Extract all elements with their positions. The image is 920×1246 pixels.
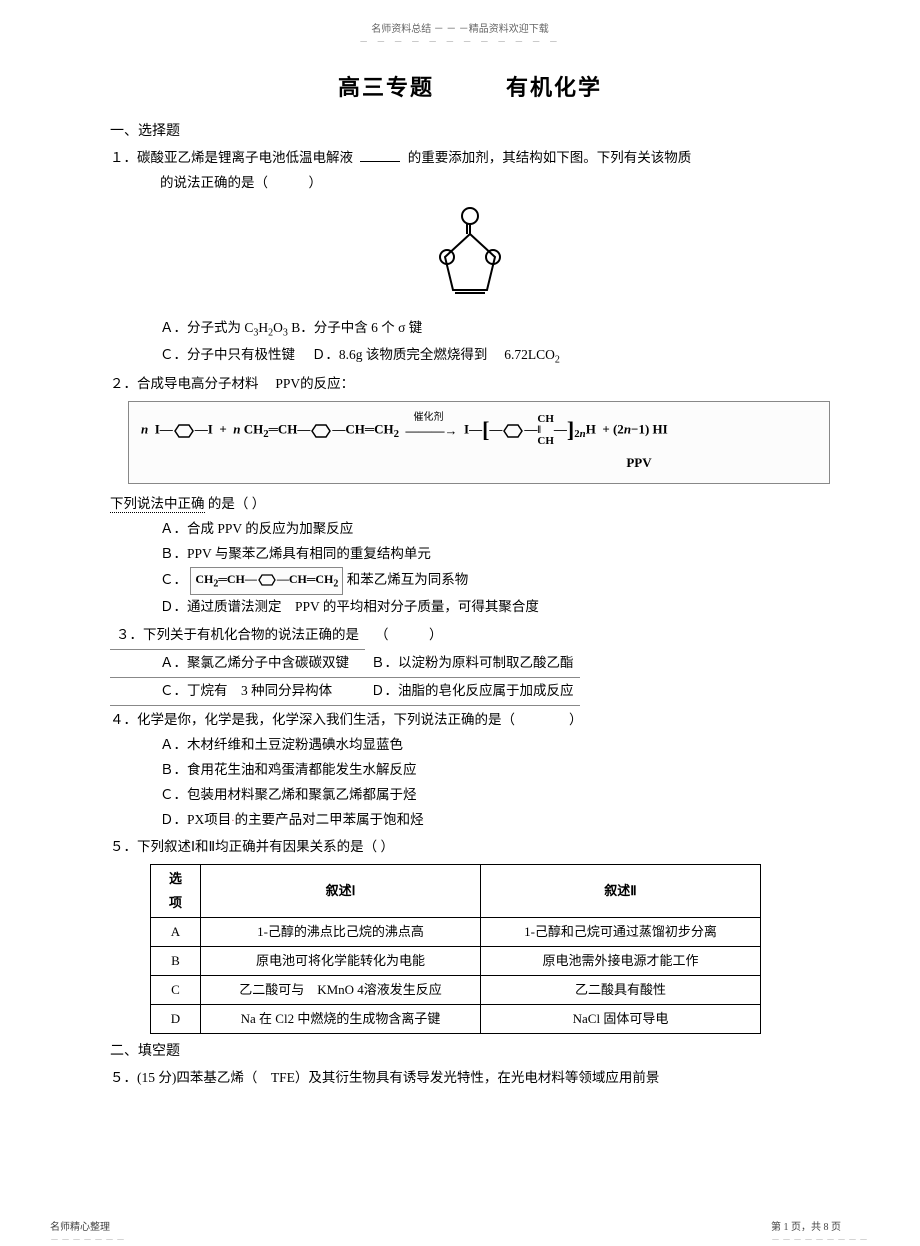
q1-opt-cd: Ｃ．分子中只有极性键 Ｄ．8.6g 该物质完全燃烧得到 6.72LCO2 <box>110 343 830 370</box>
cell: 原电池需外接电源才能工作 <box>481 946 761 975</box>
cell: NaCl 固体可导电 <box>481 1004 761 1033</box>
q2-stem-a: ２．合成导电高分子材料 <box>110 376 259 391</box>
question-5: ５．下列叙述Ⅰ和Ⅱ均正确并有因果关系的是（ ） 选项 叙述Ⅰ 叙述Ⅱ A 1-己… <box>110 835 830 1034</box>
q2-optC: Ｃ． CH2═CH——CH═CH2 和苯乙烯互为同系物 <box>110 567 830 595</box>
cell: 乙二酸具有酸性 <box>481 975 761 1004</box>
q1-stem-b: 的重要添加剂，其结构如下图。下列有关该物质 <box>408 150 692 165</box>
ppv-n1: n <box>141 422 148 437</box>
table-header-row: 选项 叙述Ⅰ 叙述Ⅱ <box>151 864 761 917</box>
q2-optD: Ｄ．通过质谱法测定 PPV 的平均相对分子质量，可得其聚合度 <box>110 595 830 620</box>
cell: A <box>151 917 201 946</box>
footer-left-dots: －－－－－－－ <box>50 1233 127 1246</box>
th-option: 选项 <box>151 864 201 917</box>
q1-optA-b: C3H2O3 B．分子中含 <box>244 320 367 335</box>
arrow-icon: 催化剂 ———→ <box>406 419 458 443</box>
q3-stem: ３．下列关于有机化合物的说法正确的是 <box>116 627 359 642</box>
q2-substem: 下列说法中正确 的是（ ） <box>110 492 830 517</box>
q3-optD: Ｄ．油脂的皂化反应属于加成反应 <box>365 677 580 705</box>
cell: B <box>151 946 201 975</box>
benzene-icon <box>173 423 195 439</box>
q3-optB: Ｂ．以淀粉为原料可制取乙酸乙酯 <box>365 649 580 677</box>
content: 高三专题 有机化学 一、选择题 １．碳酸亚乙烯是锂离子电池低温电解液 的重要添加… <box>0 48 920 1091</box>
q4-stem: ４．化学是你，化学是我，化学深入我们生活，下列说法正确的是（ ） <box>110 708 830 733</box>
footer-right: 第 1 页，共 8 页 －－－－－－－－－ <box>771 1218 870 1246</box>
q1-stem: １．碳酸亚乙烯是锂离子电池低温电解液 的重要添加剂，其结构如下图。下列有关该物质 <box>110 146 830 171</box>
header-line: 名师资料总结 － － －精品资料欢迎下载 <box>0 20 920 35</box>
cell: 1-己醇和己烷可通过蒸馏初步分离 <box>481 917 761 946</box>
question-3: ３．下列关于有机化合物的说法正确的是 （ ） Ａ．聚氯乙烯分子中含碳碳双键 Ｂ．… <box>110 622 830 706</box>
q2-optC-chembox: CH2═CH——CH═CH2 <box>190 567 343 595</box>
th-s2: 叙述Ⅱ <box>481 864 761 917</box>
table-row: D Na 在 Cl2 中燃烧的生成物含离子键 NaCl 固体可导电 <box>151 1004 761 1033</box>
q2-optC-post: 和苯乙烯互为同系物 <box>347 572 469 587</box>
q4-optD: Ｄ．PX项目·的主要产品对二甲苯属于饱和烃 <box>110 808 830 833</box>
q2-stem: ２．合成导电高分子材料 PPV的反应： <box>110 372 830 397</box>
q5-table: 选项 叙述Ⅰ 叙述Ⅱ A 1-己醇的沸点比己烷的沸点高 1-己醇和己烷可通过蒸馏… <box>150 864 761 1034</box>
question-4: ４．化学是你，化学是我，化学深入我们生活，下列说法正确的是（ ） Ａ．木材纤维和… <box>110 708 830 833</box>
q1-optC-a: Ｃ．分子中只有极性键 <box>160 347 295 362</box>
ppv-reaction-box: n I——I + n CH2═CH——CH═CH2 催化剂 ———→ I—[——… <box>128 401 830 484</box>
q2-stem-b: PPV的反应： <box>275 376 354 391</box>
q3-stem-cell: ３．下列关于有机化合物的说法正确的是 <box>110 622 365 649</box>
benzene-icon <box>310 423 332 439</box>
q2-optA: Ａ．合成 PPV 的反应为加聚反应 <box>110 517 830 542</box>
th-s1: 叙述Ⅰ <box>201 864 481 917</box>
q4-optC: Ｃ．包装用材料聚乙烯和聚氯乙烯都属于烃 <box>110 783 830 808</box>
cell: 1-己醇的沸点比己烷的沸点高 <box>201 917 481 946</box>
table-row: B 原电池可将化学能转化为电能 原电池需外接电源才能工作 <box>151 946 761 975</box>
q2-optB: Ｂ．PPV 与聚苯乙烯具有相同的重复结构单元 <box>110 542 830 567</box>
q1-optA-c: 6 个 σ 键 <box>371 320 422 335</box>
q3-paren: （ ） <box>365 622 580 649</box>
cell: D <box>151 1004 201 1033</box>
q4-optA: Ａ．木材纤维和土豆淀粉遇碘水均显蓝色 <box>110 733 830 758</box>
q4-optB: Ｂ．食用花生油和鸡蛋清都能发生水解反应 <box>110 758 830 783</box>
q3-optC: Ｃ．丁烷有 3 种同分异构体 <box>110 677 365 705</box>
question-5b: ５．(15 分)四苯基乙烯（ TFE）及其衍生物具有诱导发光特性，在光电材料等领… <box>110 1066 830 1091</box>
footer-left-text: 名师精心整理 <box>50 1222 110 1233</box>
footer-left: 名师精心整理 －－－－－－－ <box>50 1218 127 1246</box>
q1-optA-a: Ａ．分子式为 <box>160 320 241 335</box>
q1-structure-image <box>110 202 830 312</box>
question-1: １．碳酸亚乙烯是锂离子电池低温电解液 的重要添加剂，其结构如下图。下列有关该物质… <box>110 146 830 370</box>
main-title: 高三专题 有机化学 <box>110 70 830 102</box>
section-1-heading: 一、选择题 <box>110 120 830 140</box>
benzene-icon <box>257 573 277 587</box>
q1-stem-a: １．碳酸亚乙烯是锂离子电池低温电解液 <box>110 150 353 165</box>
cell: 乙二酸可与 KMnO 4溶液发生反应 <box>201 975 481 1004</box>
q3-optA: Ａ．聚氯乙烯分子中含碳碳双键 <box>110 649 365 677</box>
q1-optC-b: Ｄ．8.6g 该物质完全燃烧得到 <box>312 347 488 362</box>
cell: 原电池可将化学能转化为电能 <box>201 946 481 975</box>
q2-substem-a: 下列说法中正确 <box>110 496 205 513</box>
q2-substem-b: 的是（ ） <box>208 496 265 511</box>
q2-optC-pre: Ｃ． <box>160 572 187 587</box>
cell: C <box>151 975 201 1004</box>
q1-optC-c: 6.72LCO2 <box>504 347 560 362</box>
cell: Na 在 Cl2 中燃烧的生成物含离子键 <box>201 1004 481 1033</box>
q4-optD-b: 的主要产品对二甲苯属于饱和烃 <box>235 812 424 827</box>
header-dots: － － － － － － － － － － － － <box>0 35 920 48</box>
q5b-stem: ５．(15 分)四苯基乙烯（ TFE）及其衍生物具有诱导发光特性，在光电材料等领… <box>110 1066 830 1091</box>
vinylene-carbonate-icon <box>425 202 515 312</box>
table-row: C 乙二酸可与 KMnO 4溶液发生反应 乙二酸具有酸性 <box>151 975 761 1004</box>
ppv-label: PPV <box>141 451 817 475</box>
page-header: 名师资料总结 － － －精品资料欢迎下载 － － － － － － － － － －… <box>0 0 920 48</box>
blank <box>360 150 400 162</box>
ppv-n2: n <box>233 422 240 437</box>
question-2: ２．合成导电高分子材料 PPV的反应： n I——I + n CH2═CH——C… <box>110 372 830 619</box>
section-2-heading: 二、填空题 <box>110 1040 830 1060</box>
table-row: A 1-己醇的沸点比己烷的沸点高 1-己醇和己烷可通过蒸馏初步分离 <box>151 917 761 946</box>
q4-optD-a: Ｄ．PX项目 <box>160 812 231 827</box>
benzene-icon <box>502 423 524 439</box>
q1-stem-c: 的说法正确的是（ ） <box>110 171 830 196</box>
q1-opt-ab: Ａ．分子式为 C3H2O3 B．分子中含 6 个 σ 键 <box>110 316 830 343</box>
footer-right-text: 第 1 页，共 8 页 <box>771 1222 841 1233</box>
footer-right-dots: －－－－－－－－－ <box>771 1233 870 1246</box>
q5-stem: ５．下列叙述Ⅰ和Ⅱ均正确并有因果关系的是（ ） <box>110 835 830 860</box>
q3-table: ３．下列关于有机化合物的说法正确的是 （ ） Ａ．聚氯乙烯分子中含碳碳双键 Ｂ．… <box>110 622 580 706</box>
